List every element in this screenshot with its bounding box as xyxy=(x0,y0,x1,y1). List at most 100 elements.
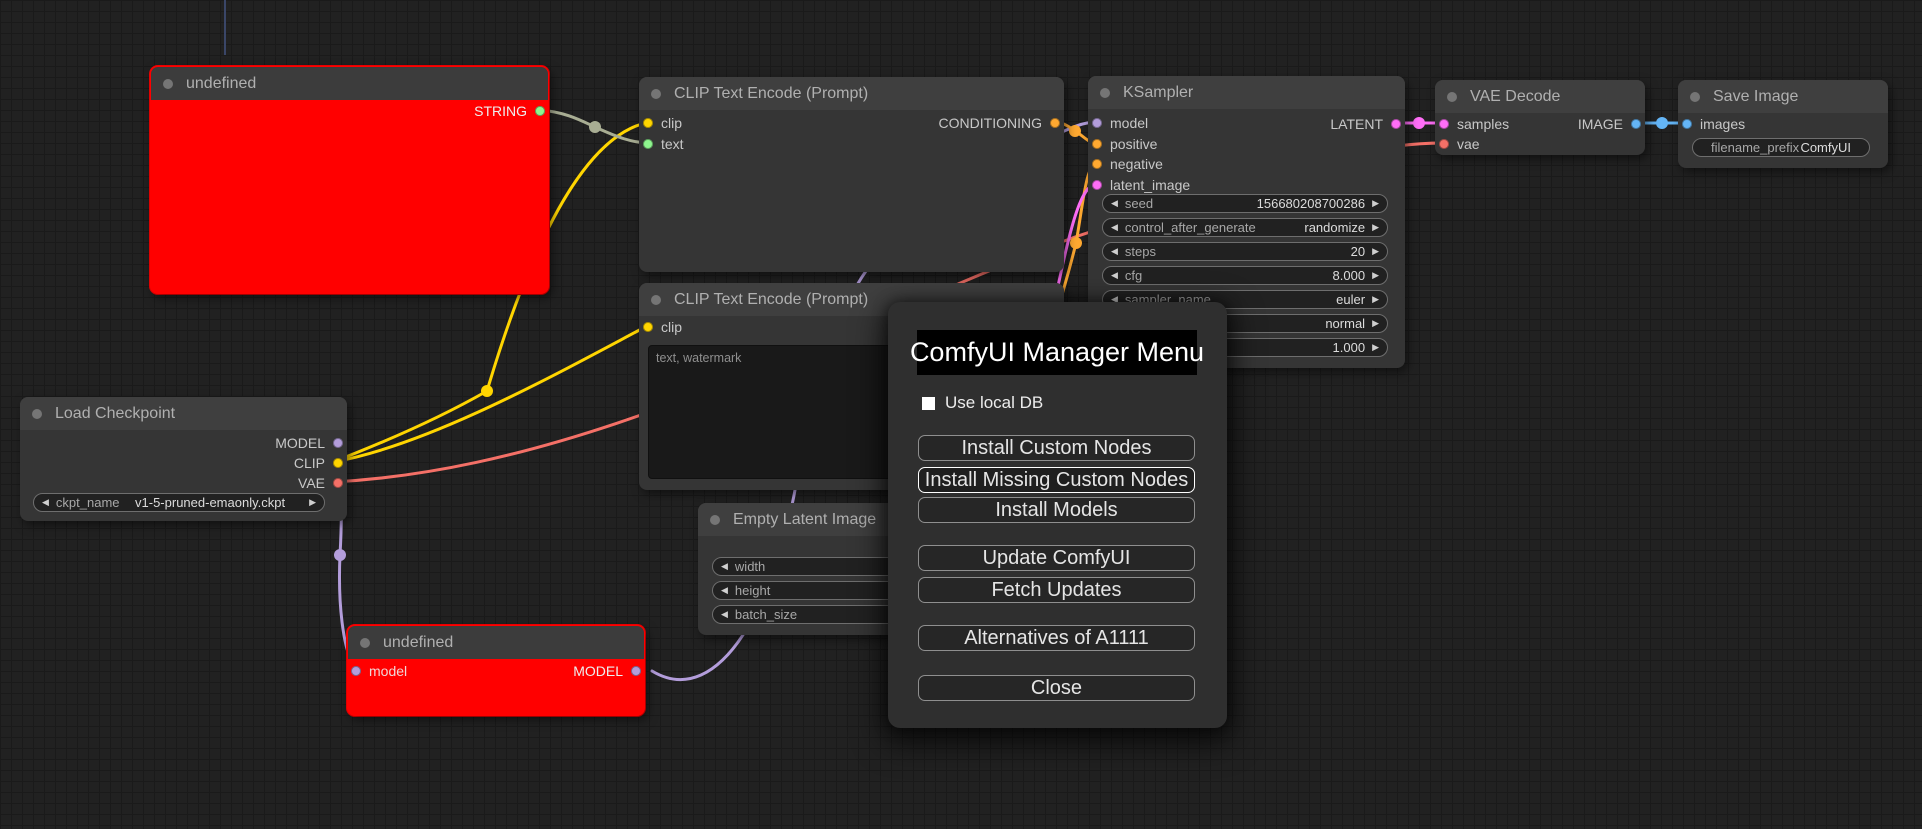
node-title: Save Image xyxy=(1713,87,1799,105)
output-label-model: MODEL xyxy=(275,434,325,451)
output-port-string[interactable] xyxy=(535,105,545,116)
use-local-db-row[interactable]: Use local DB xyxy=(922,393,1043,412)
wire-clip-to-pos xyxy=(331,120,652,464)
widget-label: height xyxy=(734,583,771,598)
widget-label: width xyxy=(734,559,766,574)
input-label-vae: vae xyxy=(1457,135,1480,152)
output-label-clip: CLIP xyxy=(293,454,325,471)
input-port-images[interactable] xyxy=(1682,118,1692,129)
widget-ckpt-name[interactable]: ◀ ckpt_name v1-5-pruned-emaonly.ckpt ▶ xyxy=(33,493,325,512)
widget-control-after-generate[interactable]: ◀ control_after_generate randomize ▶ xyxy=(1102,218,1388,237)
node-vae-decode-header[interactable]: VAE Decode xyxy=(1435,80,1645,113)
input-label-negative: negative xyxy=(1110,155,1163,172)
output-port-model[interactable] xyxy=(333,437,343,448)
increment-arrow-icon[interactable]: ▶ xyxy=(1372,270,1379,280)
node-load-checkpoint[interactable]: Load Checkpoint MODEL CLIP VAE ◀ ckpt_na… xyxy=(20,397,347,521)
widget-cfg[interactable]: ◀ cfg 8.000 ▶ xyxy=(1102,266,1388,285)
previous-arrow-icon[interactable]: ◀ xyxy=(42,497,49,507)
use-local-db-checkbox[interactable] xyxy=(922,396,935,410)
node-status-dot-icon xyxy=(32,408,42,419)
decrement-arrow-icon[interactable]: ◀ xyxy=(721,585,728,595)
node-clip-encode-positive-header[interactable]: CLIP Text Encode (Prompt) xyxy=(639,77,1064,110)
node-status-dot-icon xyxy=(651,88,661,99)
node-save-image[interactable]: Save Image images filename_prefix ComfyU… xyxy=(1678,80,1888,168)
node-clip-encode-positive[interactable]: CLIP Text Encode (Prompt) clip text COND… xyxy=(639,77,1064,272)
decrement-arrow-icon[interactable]: ◀ xyxy=(1111,222,1118,232)
decrement-arrow-icon[interactable]: ◀ xyxy=(1111,270,1118,280)
decrement-arrow-icon[interactable]: ◀ xyxy=(1111,294,1118,304)
node-status-dot-icon xyxy=(651,294,661,305)
close-button[interactable]: Close xyxy=(918,675,1195,701)
output-port-latent[interactable] xyxy=(1391,118,1401,129)
node-title: Load Checkpoint xyxy=(55,404,176,422)
install-missing-custom-nodes-button[interactable]: Install Missing Custom Nodes xyxy=(918,467,1195,493)
node-ksampler[interactable]: KSampler model positive negative latent_… xyxy=(1088,76,1405,368)
input-label-images: images xyxy=(1700,115,1746,132)
node-title: Empty Latent Image xyxy=(733,510,877,528)
install-models-button[interactable]: Install Models xyxy=(918,497,1195,523)
increment-arrow-icon[interactable]: ▶ xyxy=(1372,246,1379,256)
output-port-clip[interactable] xyxy=(333,457,343,468)
widget-label: seed xyxy=(1124,196,1154,211)
decrement-arrow-icon[interactable]: ◀ xyxy=(721,609,728,619)
node-title: undefined xyxy=(383,633,454,651)
output-port-model[interactable] xyxy=(631,665,641,676)
output-port-vae[interactable] xyxy=(333,477,343,488)
node-clip-encode-negative-header[interactable]: CLIP Text Encode (Prompt) xyxy=(639,283,1064,316)
input-port-clip[interactable] xyxy=(643,321,653,332)
widget-value: 20 xyxy=(1350,244,1366,259)
decrement-arrow-icon[interactable]: ◀ xyxy=(1111,198,1118,208)
widget-steps[interactable]: ◀ steps 20 ▶ xyxy=(1102,242,1388,261)
output-port-conditioning[interactable] xyxy=(1050,117,1060,128)
increment-arrow-icon[interactable]: ▶ xyxy=(1372,294,1379,304)
input-label-samples: samples xyxy=(1457,115,1510,132)
output-label-model: MODEL xyxy=(573,662,623,679)
node-vae-decode[interactable]: VAE Decode samples vae IMAGE xyxy=(1435,80,1645,155)
input-port-vae[interactable] xyxy=(1439,138,1449,149)
node-status-dot-icon xyxy=(1690,91,1700,102)
node-load-checkpoint-header[interactable]: Load Checkpoint xyxy=(20,397,347,430)
widget-label: control_after_generate xyxy=(1124,220,1256,235)
wire-reroute-dots[interactable] xyxy=(334,117,1668,561)
input-port-positive[interactable] xyxy=(1092,138,1102,149)
input-port-model[interactable] xyxy=(351,665,361,676)
next-arrow-icon[interactable]: ▶ xyxy=(309,497,316,507)
fetch-updates-button[interactable]: Fetch Updates xyxy=(918,577,1195,603)
node-undefined-bottom-header[interactable]: undefined xyxy=(348,626,644,659)
output-label-image: IMAGE xyxy=(1577,115,1623,132)
widget-filename-prefix[interactable]: filename_prefix ComfyUI xyxy=(1692,138,1870,157)
node-save-image-header[interactable]: Save Image xyxy=(1678,80,1888,113)
input-port-negative[interactable] xyxy=(1092,158,1102,169)
input-port-text[interactable] xyxy=(643,138,653,149)
canvas-artifact-line xyxy=(224,0,226,55)
output-label: STRING xyxy=(474,102,527,119)
input-port-model[interactable] xyxy=(1092,117,1102,128)
node-status-dot-icon xyxy=(710,514,720,525)
input-port-latent-image[interactable] xyxy=(1092,179,1102,190)
input-label-text: text xyxy=(661,135,684,152)
update-comfyui-button[interactable]: Update ComfyUI xyxy=(918,545,1195,571)
node-undefined-top-header[interactable]: undefined xyxy=(151,67,548,100)
alternatives-of-a1111-button[interactable]: Alternatives of A1111 xyxy=(918,625,1195,651)
input-port-clip[interactable] xyxy=(643,117,653,128)
output-port-image[interactable] xyxy=(1631,118,1641,129)
increment-arrow-icon[interactable]: ▶ xyxy=(1372,198,1379,208)
input-label-latent-image: latent_image xyxy=(1110,176,1191,193)
node-ksampler-header[interactable]: KSampler xyxy=(1088,76,1405,109)
input-port-samples[interactable] xyxy=(1439,118,1449,129)
decrement-arrow-icon[interactable]: ◀ xyxy=(721,561,728,571)
input-label-clip: clip xyxy=(661,114,683,131)
decrement-arrow-icon[interactable]: ◀ xyxy=(1111,246,1118,256)
widget-seed[interactable]: ◀ seed 156680208700286 ▶ xyxy=(1102,194,1388,213)
node-undefined-top[interactable]: undefined STRING xyxy=(150,66,549,294)
increment-arrow-icon[interactable]: ▶ xyxy=(1372,222,1379,232)
increment-arrow-icon[interactable]: ▶ xyxy=(1372,342,1379,352)
output-label-vae: VAE xyxy=(298,474,325,491)
node-title: CLIP Text Encode (Prompt) xyxy=(674,84,869,102)
increment-arrow-icon[interactable]: ▶ xyxy=(1372,318,1379,328)
install-custom-nodes-button[interactable]: Install Custom Nodes xyxy=(918,435,1195,461)
node-status-dot-icon xyxy=(1447,91,1457,102)
node-undefined-bottom[interactable]: undefined model MODEL xyxy=(347,625,645,716)
output-label-conditioning: CONDITIONING xyxy=(938,114,1042,131)
